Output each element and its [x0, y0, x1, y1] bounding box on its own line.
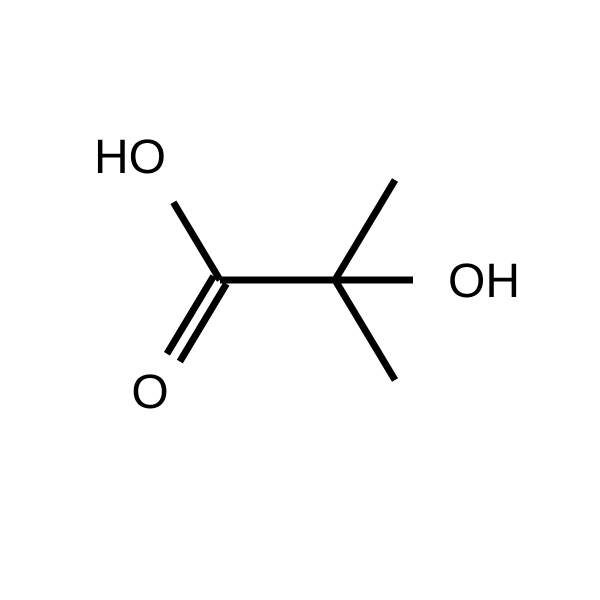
atom-labels-layer: HO O OH	[94, 131, 520, 419]
bond	[173, 202, 220, 280]
bond	[335, 280, 395, 380]
atom-label: O	[131, 366, 168, 419]
atom-label: OH	[448, 255, 520, 308]
bonds-layer	[167, 180, 413, 380]
bond	[335, 180, 395, 280]
molecule-diagram: HO O OH	[0, 0, 600, 600]
atom-label: HO	[94, 131, 166, 184]
